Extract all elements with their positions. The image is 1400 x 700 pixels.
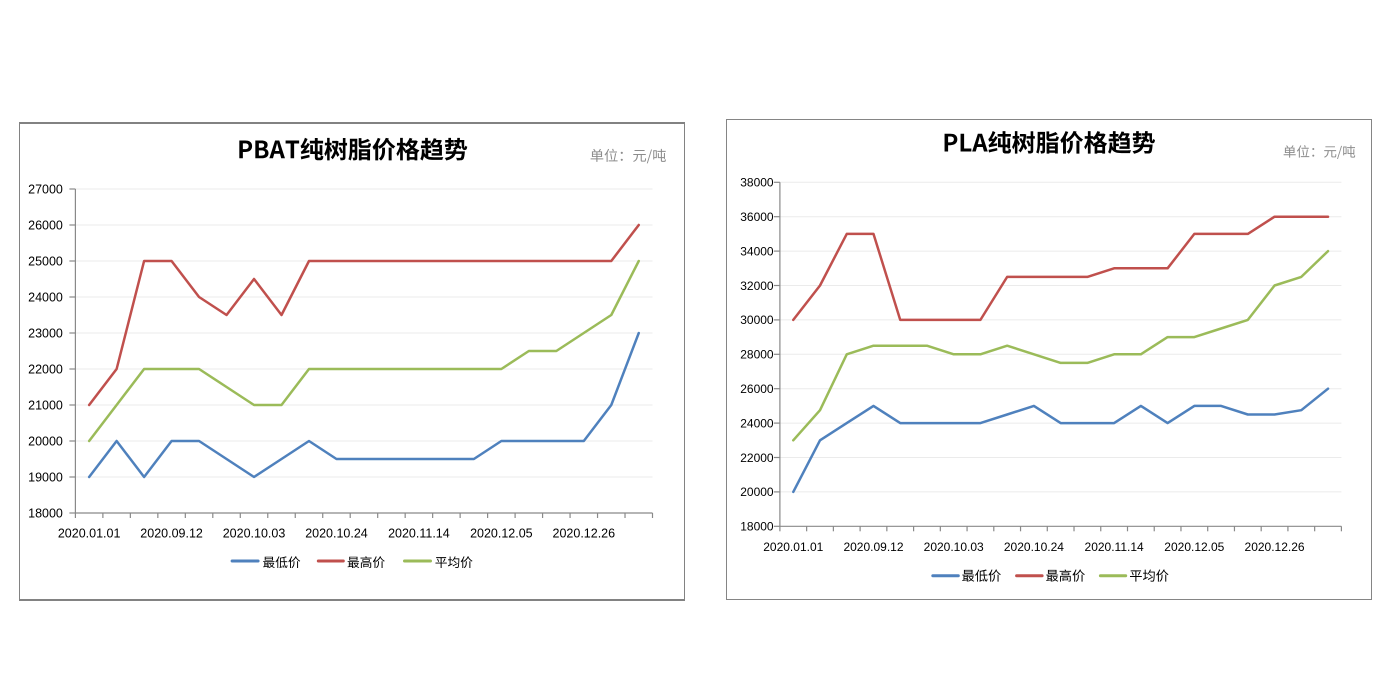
svg-text:2020.10.24: 2020.10.24 (1004, 540, 1064, 554)
svg-text:2020.12.26: 2020.12.26 (1245, 540, 1305, 554)
svg-text:18000: 18000 (741, 519, 775, 533)
svg-text:21000: 21000 (28, 398, 63, 412)
svg-text:22000: 22000 (741, 451, 775, 465)
svg-text:2020.10.03: 2020.10.03 (223, 526, 286, 540)
svg-text:30000: 30000 (741, 313, 775, 327)
svg-text:2020.12.26: 2020.12.26 (553, 526, 616, 540)
svg-text:26000: 26000 (741, 382, 775, 396)
svg-text:2020.12.05: 2020.12.05 (470, 526, 533, 540)
svg-text:20000: 20000 (741, 485, 775, 499)
svg-text:28000: 28000 (741, 347, 775, 361)
svg-text:36000: 36000 (741, 210, 775, 224)
svg-text:32000: 32000 (741, 279, 775, 293)
svg-text:24000: 24000 (28, 290, 63, 304)
svg-text:20000: 20000 (28, 434, 63, 448)
svg-text:23000: 23000 (28, 326, 63, 340)
svg-text:27000: 27000 (28, 182, 63, 196)
svg-text:2020.11.14: 2020.11.14 (1085, 540, 1144, 554)
svg-text:34000: 34000 (741, 244, 775, 258)
svg-text:2020.09.12: 2020.09.12 (844, 540, 904, 554)
svg-text:2020.09.12: 2020.09.12 (140, 526, 203, 540)
svg-text:18000: 18000 (28, 506, 63, 520)
svg-text:25000: 25000 (28, 254, 63, 268)
svg-text:22000: 22000 (28, 362, 63, 376)
svg-text:2020.11.14: 2020.11.14 (388, 526, 450, 540)
svg-text:2020.12.05: 2020.12.05 (1165, 540, 1225, 554)
svg-text:26000: 26000 (28, 218, 63, 232)
svg-text:2020.10.03: 2020.10.03 (924, 540, 984, 554)
svg-text:2020.01.01: 2020.01.01 (58, 526, 121, 540)
svg-text:2020.10.24: 2020.10.24 (305, 526, 368, 540)
svg-text:38000: 38000 (741, 175, 775, 189)
svg-text:19000: 19000 (28, 470, 63, 484)
svg-text:24000: 24000 (741, 416, 775, 430)
svg-text:2020.01.01: 2020.01.01 (764, 540, 824, 554)
